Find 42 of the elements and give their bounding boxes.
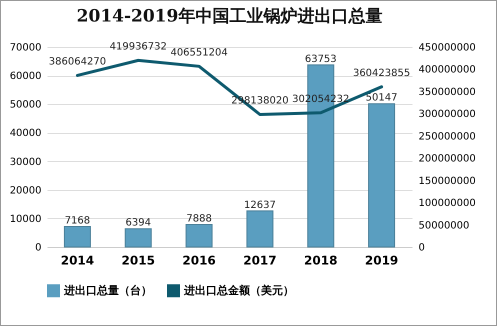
data-label: 50147 (366, 92, 398, 104)
y-tick-label: 60000 (10, 71, 42, 82)
legend-label: 进出口总金额（美元） (183, 284, 294, 297)
data-label: 386064270 (48, 56, 106, 68)
legend-label: 进出口总量（台） (63, 284, 152, 297)
y-tick-label: 0 (35, 242, 42, 254)
y2-tick-label: 450000000 (418, 42, 476, 54)
bar (246, 210, 274, 248)
data-label: 7168 (64, 216, 90, 227)
y-tick-label: 50000 (10, 100, 42, 111)
y-tick-label: 10000 (10, 214, 42, 225)
y2-tick-label: 50000000 (418, 220, 470, 232)
y-tick-label: 70000 (10, 42, 42, 54)
x-tick-label: 2014 (60, 254, 94, 268)
x-tick-label: 2019 (364, 254, 398, 268)
data-label: 419936732 (110, 41, 167, 52)
y2-tick-label: 300000000 (418, 109, 476, 120)
data-label: 7888 (186, 213, 212, 224)
y2-tick-label: 350000000 (418, 86, 476, 98)
x-tick-label: 2016 (182, 254, 216, 268)
bar (186, 224, 213, 248)
chart-title: 2014-2019年中国工业锅炉进出口总量 (76, 6, 382, 26)
x-tick-label: 2017 (243, 254, 277, 268)
y-tick-label: 30000 (10, 156, 42, 168)
data-label: 63753 (304, 54, 337, 65)
x-tick-label: 2015 (122, 254, 155, 268)
data-label: 12637 (244, 200, 276, 211)
y2-tick-label: 250000000 (418, 131, 476, 142)
y-tick-label: 20000 (10, 185, 42, 196)
data-label: 406551204 (170, 47, 228, 58)
data-label: 6394 (126, 218, 151, 229)
y2-tick-label: 0 (418, 242, 425, 254)
bar (124, 228, 152, 248)
bar (64, 226, 91, 248)
x-tick-label: 2018 (304, 254, 338, 268)
y2-tick-label: 100000000 (418, 198, 476, 210)
y-tick-label: 40000 (10, 128, 42, 140)
y2-tick-label: 150000000 (418, 176, 476, 187)
y2-tick-label: 200000000 (418, 154, 476, 165)
y2-tick-label: 400000000 (418, 64, 476, 76)
bar (368, 103, 396, 248)
data-label: 360423855 (352, 68, 410, 79)
